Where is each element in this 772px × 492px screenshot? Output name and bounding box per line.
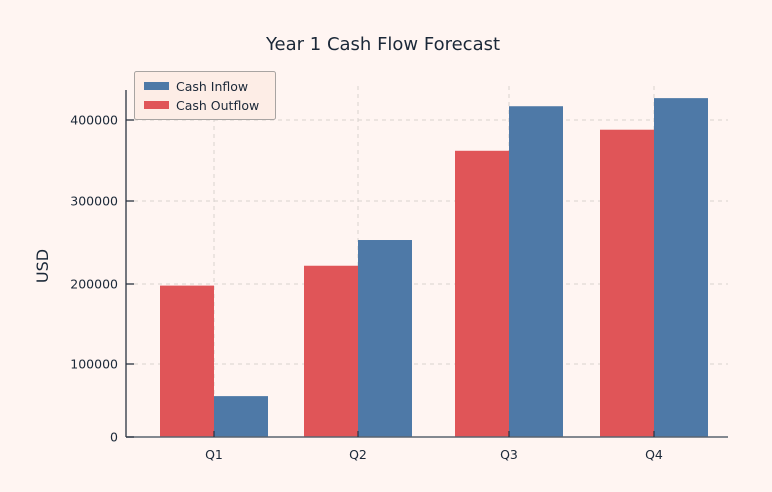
legend: Cash Inflow Cash Outflow xyxy=(134,71,276,120)
bar-cash-outflow-q2 xyxy=(304,265,358,437)
legend-swatch-cash-outflow xyxy=(144,101,169,109)
y-tick-label: 0 xyxy=(110,430,118,445)
bar-cash-inflow-q4 xyxy=(654,98,708,437)
x-ticks: Q1 Q2 Q3 Q4 xyxy=(205,431,663,462)
x-tick-label: Q2 xyxy=(349,447,367,462)
chart-title: Year 1 Cash Flow Forecast xyxy=(265,34,500,55)
legend-label-cash-inflow: Cash Inflow xyxy=(176,79,248,94)
bar-cash-outflow-q1 xyxy=(160,285,214,437)
x-tick-label: Q3 xyxy=(500,447,518,462)
bar-cash-outflow-q3 xyxy=(455,150,509,437)
legend-label-cash-outflow: Cash Outflow xyxy=(176,98,259,113)
y-tick-label: 400000 xyxy=(70,113,118,128)
legend-box xyxy=(134,71,276,120)
y-axis-label: USD xyxy=(33,249,52,283)
bar-cash-inflow-q3 xyxy=(509,106,563,437)
y-tick-label: 200000 xyxy=(70,277,118,292)
y-tick-label: 300000 xyxy=(70,194,118,209)
x-tick-label: Q1 xyxy=(205,447,223,462)
bar-cash-outflow-q4 xyxy=(600,129,654,437)
legend-swatch-cash-inflow xyxy=(144,82,169,90)
y-tick-label: 100000 xyxy=(70,357,118,372)
y-ticks: 0 100000 200000 300000 400000 xyxy=(70,113,134,445)
axes xyxy=(125,90,728,438)
bars xyxy=(160,98,708,437)
bar-cash-inflow-q1 xyxy=(214,396,268,437)
bar-cash-inflow-q2 xyxy=(358,240,412,437)
x-tick-label: Q4 xyxy=(645,447,663,462)
